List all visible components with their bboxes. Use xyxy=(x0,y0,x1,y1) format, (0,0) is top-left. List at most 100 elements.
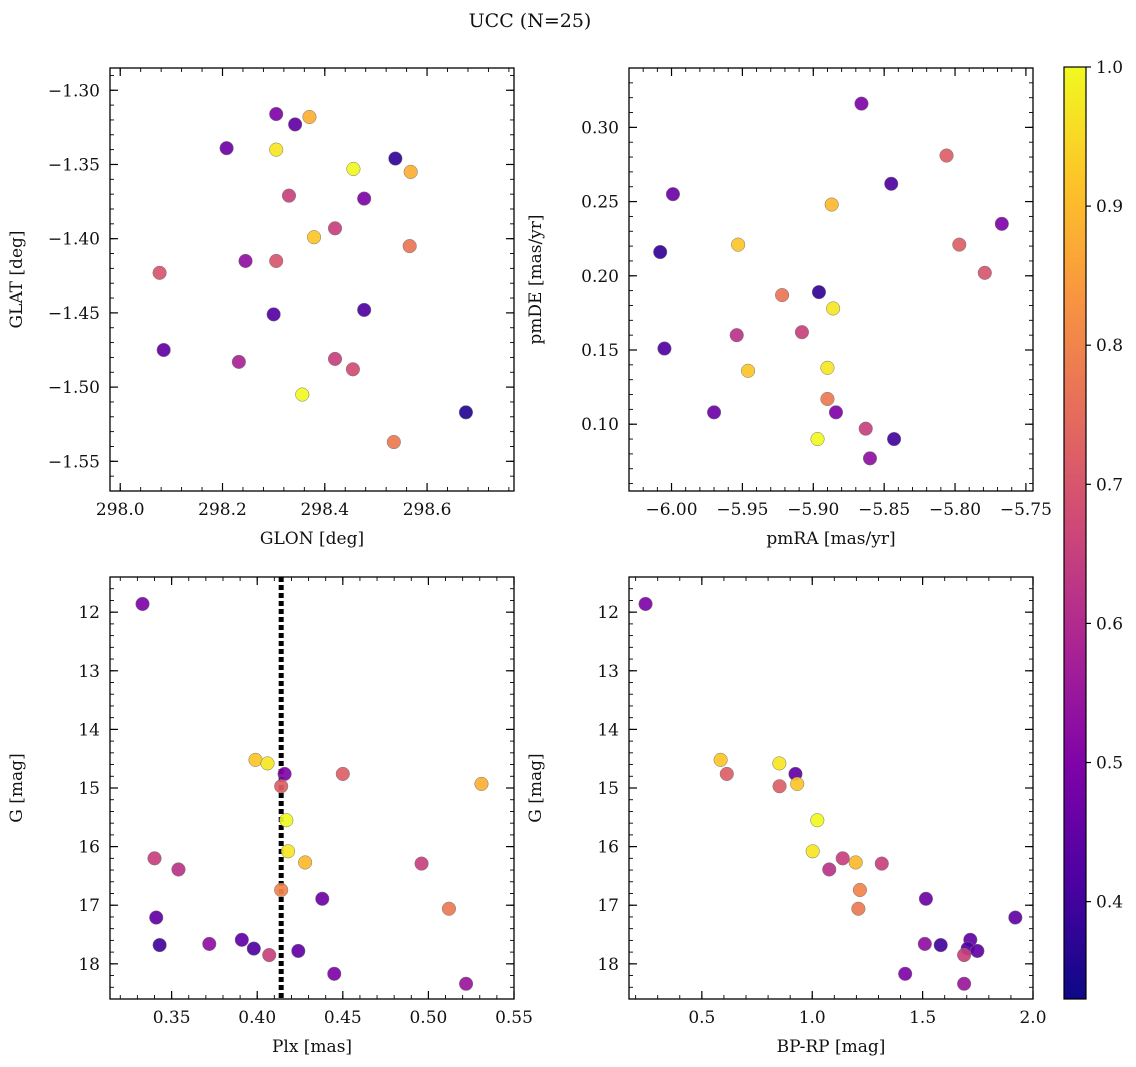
scatter-point xyxy=(269,106,284,122)
y-tick-label: 17 xyxy=(597,896,619,916)
colorbar-tick-label: 0.4 xyxy=(1096,893,1123,913)
axes-frame xyxy=(109,576,515,1000)
scatter-point xyxy=(441,901,456,916)
scatter-point xyxy=(459,976,474,991)
scatter-point xyxy=(824,197,839,212)
scatter-point xyxy=(729,328,744,343)
scatter-point xyxy=(246,941,261,956)
scatter-point xyxy=(918,891,933,906)
colorbar-tick-label: 0.7 xyxy=(1096,475,1123,495)
colorbar: 0.4 0.5 0.6 0.7 0.8 0.9 1.0 xyxy=(1063,58,1123,1000)
scatter-point xyxy=(403,164,418,179)
colorbar-tick-label: 1.0 xyxy=(1096,58,1123,78)
panel-1: 298.0 298.2 298.4 298.6 −1.30 −1.35 −1.40 −1.45… xyxy=(7,67,515,549)
scatter-point xyxy=(952,237,967,252)
scatter-point xyxy=(335,766,350,781)
scatter-point xyxy=(388,151,403,166)
y-tick-label: 0.30 xyxy=(581,118,619,138)
scatter-point xyxy=(357,302,372,317)
x-tick-label: −5.75 xyxy=(1000,500,1052,520)
scatter-point xyxy=(810,432,825,447)
scatter-point xyxy=(306,230,322,245)
scatter-point xyxy=(858,421,873,436)
scatter-point xyxy=(171,862,186,877)
scatter-point xyxy=(854,96,869,111)
scatter-point xyxy=(822,862,837,877)
y-tick-label: 14 xyxy=(78,720,100,740)
scatter-point xyxy=(653,244,668,260)
y-tick-label: 0.25 xyxy=(581,193,619,213)
y-tick-label: −1.35 xyxy=(48,155,100,175)
scatter-point xyxy=(274,882,289,898)
x-tick-label: 298.2 xyxy=(198,500,247,520)
y-axis-label: G [mag] xyxy=(7,753,27,822)
y-tick-label: 16 xyxy=(78,838,100,858)
scatter-point xyxy=(357,191,372,206)
y-axis-label: GLAT [deg] xyxy=(7,230,27,328)
x-tick-label: 0.5 xyxy=(688,1008,715,1028)
scatter-point xyxy=(315,891,330,906)
scatter-point xyxy=(327,221,343,236)
scatter-point xyxy=(152,265,167,280)
scatter-point xyxy=(302,109,317,125)
scatter-point xyxy=(638,596,653,612)
scatter-point xyxy=(291,943,306,958)
scatter-point xyxy=(202,936,217,951)
x-tick-label: 0.50 xyxy=(409,1008,447,1028)
scatter-point xyxy=(794,325,809,340)
scatter-point xyxy=(887,432,902,447)
scatter-point xyxy=(386,434,401,450)
y-axis-label: G [mag] xyxy=(526,753,546,822)
scatter-point xyxy=(274,779,289,794)
x-tick-label: 1.5 xyxy=(909,1008,936,1028)
scatter-point xyxy=(152,938,167,953)
scatter-point xyxy=(848,855,863,870)
y-axis-label: pmDE [mas/yr] xyxy=(526,214,546,344)
axes-frame xyxy=(628,67,1034,492)
scatter-point xyxy=(231,354,246,369)
scatter-point xyxy=(874,856,889,871)
axes-frame xyxy=(109,67,515,492)
colorbar-tick-label: 0.5 xyxy=(1096,754,1123,774)
scatter-point xyxy=(811,285,827,300)
y-tick-label: 0.10 xyxy=(581,415,619,435)
scatter-point xyxy=(295,387,310,402)
y-tick-label: 14 xyxy=(597,720,619,740)
scatter-point xyxy=(826,301,841,316)
colorbar-tick-label: 0.9 xyxy=(1096,197,1123,217)
y-tick-label: 18 xyxy=(78,955,100,975)
x-tick-label: −5.95 xyxy=(716,500,768,520)
x-tick-label: −6.00 xyxy=(645,500,697,520)
scatter-point xyxy=(828,405,844,420)
panel-3: 0.35 0.40 0.45 0.50 0.55 12 13 14 15 16 17 18 Plx [m… xyxy=(7,576,533,1057)
scatter-point xyxy=(345,362,360,377)
scatter-point xyxy=(939,148,954,163)
scatter-point xyxy=(156,342,171,358)
y-tick-label: 13 xyxy=(597,662,619,682)
scatter-point xyxy=(266,307,281,322)
scatter-point xyxy=(772,779,787,794)
panels: 298.0 298.2 298.4 298.6 −1.30 −1.35 −1.40 −1.45… xyxy=(7,67,1052,1057)
scatter-point xyxy=(269,253,284,268)
x-tick-label: 2.0 xyxy=(1019,1008,1046,1028)
scatter-point xyxy=(269,142,284,157)
colorbar-gradient xyxy=(1063,66,1087,1000)
scatter-point xyxy=(298,855,313,870)
scatter-point xyxy=(741,363,756,378)
scatter-point xyxy=(281,188,297,203)
scatter-point xyxy=(135,596,150,612)
scatter-point xyxy=(402,239,417,254)
scatter-point xyxy=(805,844,820,859)
scatter-point xyxy=(414,856,429,871)
scatter-point xyxy=(238,253,253,268)
x-axis-label: pmRA [mas/yr] xyxy=(766,529,895,549)
y-tick-label: −1.40 xyxy=(48,230,100,250)
scatter-point xyxy=(957,947,972,963)
y-tick-label: 13 xyxy=(78,662,100,682)
x-tick-label: 1.0 xyxy=(799,1008,826,1028)
scatter-point xyxy=(346,161,361,176)
x-tick-label: 298.4 xyxy=(300,500,349,520)
y-tick-label: 18 xyxy=(597,955,619,975)
x-tick-label: 0.35 xyxy=(153,1008,191,1028)
scatter-point xyxy=(851,901,866,916)
